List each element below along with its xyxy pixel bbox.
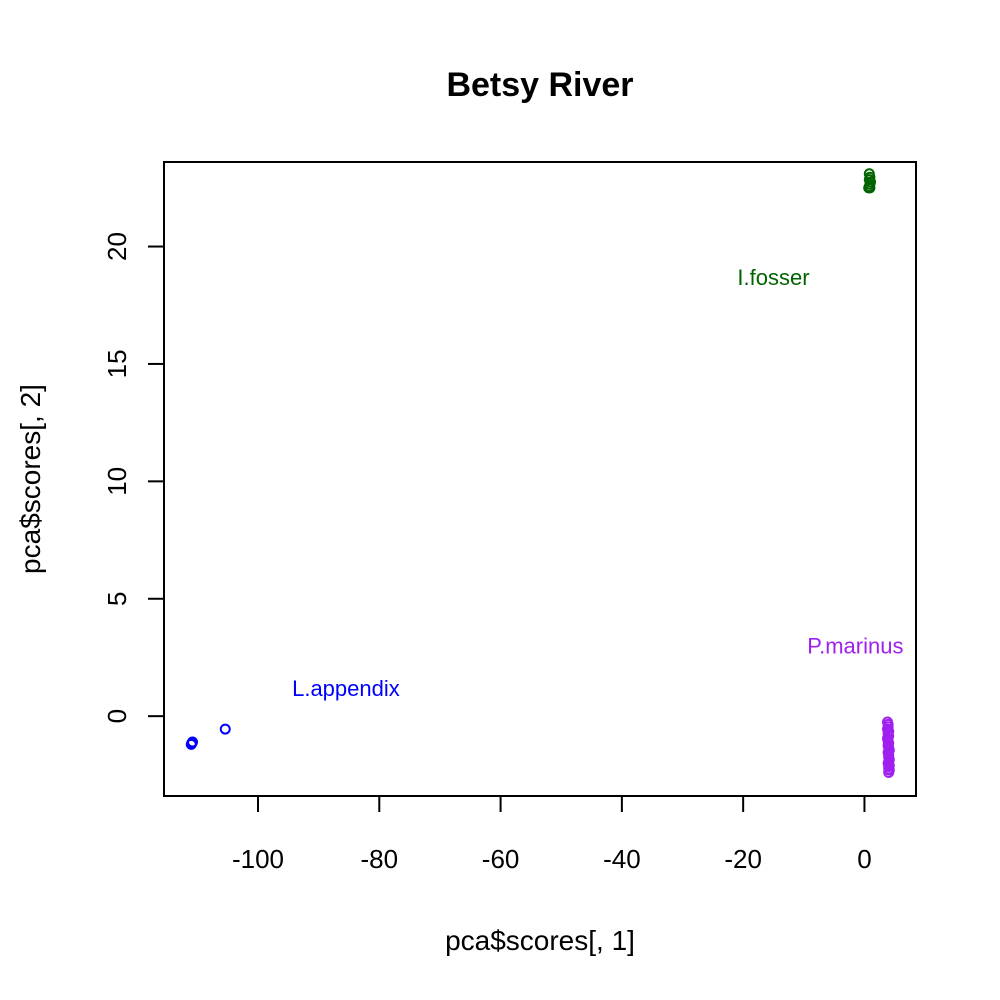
plot-frame — [163, 161, 917, 797]
y-tick-label: 5 — [102, 592, 132, 606]
x-tick-label: -80 — [361, 844, 399, 874]
x-axis: -100 -80 -60 -40 -20 0 — [232, 796, 872, 874]
x-tick-label: 0 — [857, 844, 871, 874]
data-point — [187, 736, 199, 748]
y-tick-label: 0 — [102, 709, 132, 723]
x-tick-label: -20 — [724, 844, 762, 874]
y-tick-label: 10 — [102, 467, 132, 496]
x-tick-label: -60 — [482, 844, 520, 874]
data-points — [185, 168, 895, 779]
y-axis: 0 5 10 15 20 — [102, 232, 164, 723]
data-point — [219, 723, 231, 735]
data-point — [863, 182, 875, 194]
annotations: L.appendix I.fosser P.marinus — [292, 265, 903, 701]
y-tick-label: 20 — [102, 232, 132, 261]
x-axis-label: pca$scores[, 1] — [445, 925, 635, 956]
x-tick-label: -40 — [603, 844, 641, 874]
x-tick-label: -100 — [232, 844, 284, 874]
y-axis-label: pca$scores[, 2] — [15, 384, 46, 574]
data-point — [883, 767, 895, 779]
y-tick-label: 15 — [102, 349, 132, 378]
point-annotation: L.appendix — [292, 676, 400, 701]
chart-title: Betsy River — [446, 66, 633, 104]
point-annotation: P.marinus — [807, 634, 903, 659]
point-annotation: I.fosser — [737, 265, 809, 290]
